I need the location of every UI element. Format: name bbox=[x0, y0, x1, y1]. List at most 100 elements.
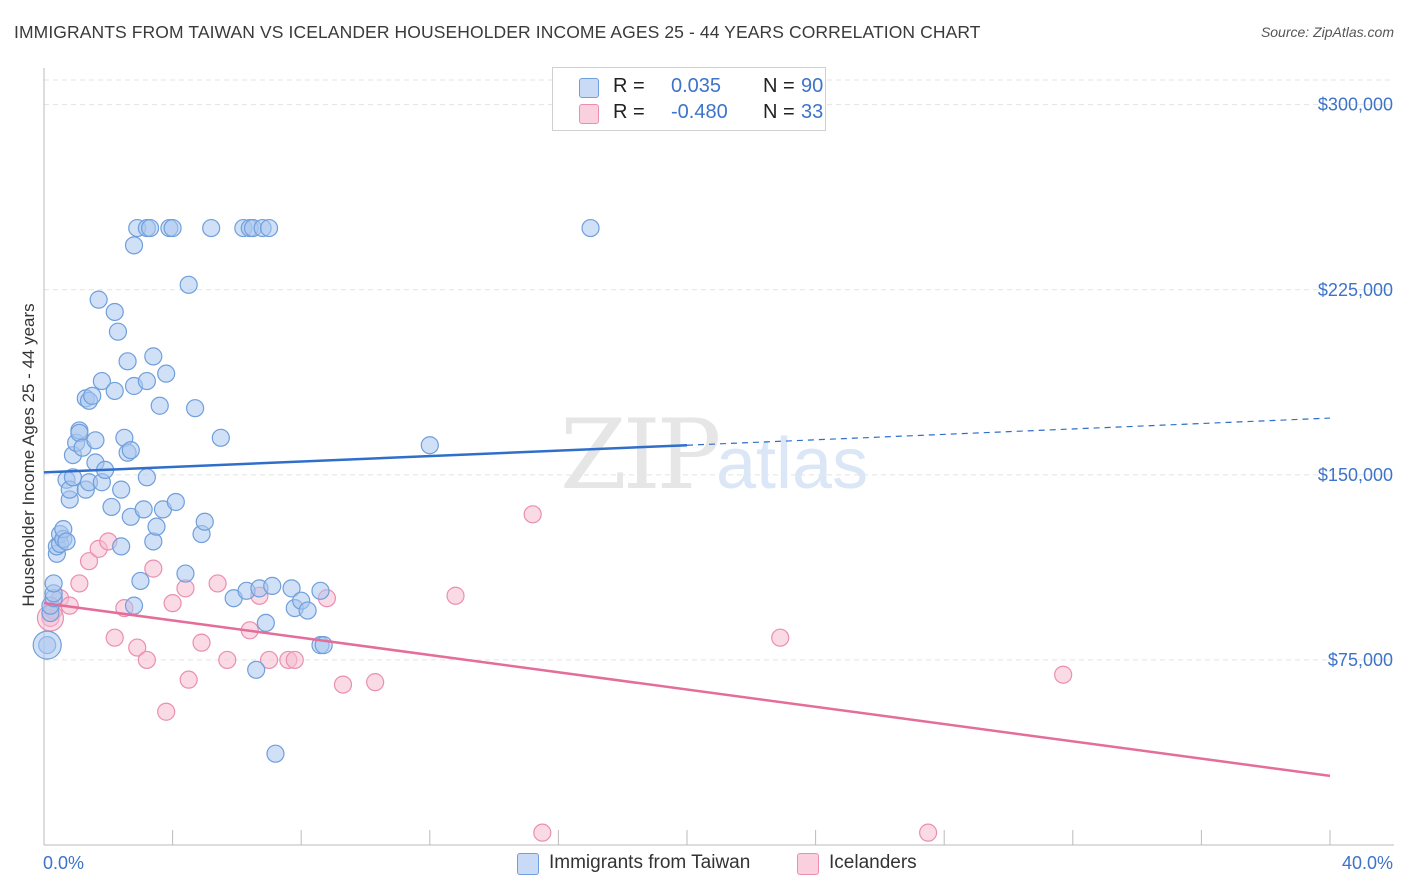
taiwan-point-large bbox=[32, 630, 62, 660]
series-legend: Immigrants from Taiwan Icelanders bbox=[0, 852, 1406, 878]
taiwan-point bbox=[166, 492, 185, 512]
icelanders-point bbox=[771, 628, 790, 647]
taiwan-point bbox=[44, 574, 63, 593]
taiwan-point bbox=[137, 468, 156, 487]
y-tick-label: $75,000 bbox=[1328, 650, 1393, 670]
source-label: Source: ZipAtlas.com bbox=[1260, 24, 1394, 40]
taiwan-point bbox=[298, 601, 317, 620]
taiwan-point bbox=[144, 532, 163, 551]
taiwan-point bbox=[186, 399, 205, 418]
taiwan-point bbox=[124, 596, 144, 615]
legend-label-taiwan: Immigrants from Taiwan bbox=[549, 852, 751, 873]
icelanders-points bbox=[36, 505, 1073, 842]
taiwan-point bbox=[195, 512, 214, 531]
legend-swatch-pink bbox=[579, 104, 599, 124]
icelanders-point bbox=[208, 574, 227, 593]
icelanders-point bbox=[333, 675, 353, 694]
taiwan-point bbox=[157, 364, 176, 383]
taiwan-point bbox=[89, 290, 108, 309]
icelanders-point bbox=[366, 673, 385, 692]
taiwan-point bbox=[311, 581, 330, 600]
icelanders-point bbox=[919, 823, 938, 842]
taiwan-point bbox=[131, 571, 150, 591]
taiwan-point bbox=[144, 347, 163, 366]
watermark: ZIP atlas bbox=[560, 399, 868, 511]
taiwan-point bbox=[134, 500, 153, 519]
taiwan-point bbox=[163, 218, 182, 238]
taiwan-point bbox=[420, 436, 439, 455]
taiwan-point bbox=[118, 352, 137, 371]
taiwan-point bbox=[102, 497, 121, 517]
icelanders-point bbox=[128, 638, 147, 657]
taiwan-point bbox=[176, 564, 195, 583]
legend-r-value: -0.480 bbox=[671, 101, 728, 123]
legend-swatch-blue bbox=[579, 78, 599, 98]
x-tick-label-max: 40.0% bbox=[1342, 853, 1393, 873]
legend-n-label: N = bbox=[763, 101, 795, 123]
taiwan-point bbox=[112, 480, 131, 499]
icelanders-point bbox=[192, 633, 211, 652]
icelanders-point bbox=[163, 594, 182, 613]
taiwan-point bbox=[211, 428, 230, 447]
taiwan-point bbox=[263, 576, 282, 595]
taiwan-trend-line bbox=[43, 443, 688, 474]
icelanders-point bbox=[218, 650, 237, 670]
taiwan-point bbox=[112, 537, 131, 556]
taiwan-point bbox=[247, 660, 266, 679]
taiwan-point bbox=[70, 423, 89, 442]
legend-r-label: R = bbox=[613, 75, 645, 97]
icelanders-point bbox=[144, 559, 163, 578]
icelanders-trend-line bbox=[43, 601, 1331, 778]
x-tick-label-min: 0.0% bbox=[43, 853, 84, 873]
taiwan-point bbox=[256, 613, 275, 633]
icelanders-point bbox=[157, 702, 176, 721]
watermark-atlas: atlas bbox=[716, 424, 868, 504]
legend-label-icelanders: Icelanders bbox=[829, 852, 917, 873]
icelanders-point bbox=[1054, 665, 1073, 684]
grid-lines bbox=[44, 79, 1394, 661]
taiwan-point bbox=[124, 236, 144, 255]
taiwan-point bbox=[137, 371, 156, 391]
icelanders-point bbox=[533, 823, 552, 842]
legend-n-value: 33 bbox=[801, 101, 824, 123]
icelanders-point bbox=[179, 670, 198, 689]
taiwan-point bbox=[202, 218, 221, 238]
taiwan-point bbox=[581, 218, 600, 238]
y-tick-label: $300,000 bbox=[1318, 95, 1393, 115]
taiwan-point bbox=[282, 579, 301, 598]
icelanders-point bbox=[446, 586, 465, 605]
legend-n-value: 90 bbox=[801, 75, 824, 97]
axes bbox=[43, 68, 1394, 846]
taiwan-point bbox=[57, 532, 76, 551]
taiwan-point bbox=[121, 441, 140, 460]
taiwan-point bbox=[108, 322, 128, 341]
y-tick-label: $225,000 bbox=[1318, 280, 1393, 300]
taiwan-point bbox=[259, 218, 279, 238]
y-tick-labels: $75,000 $150,000 $225,000 $300,000 bbox=[1318, 95, 1393, 670]
y-tick-label: $150,000 bbox=[1318, 465, 1393, 485]
taiwan-point bbox=[140, 218, 160, 238]
icelanders-point bbox=[285, 650, 304, 670]
taiwan-points bbox=[32, 218, 600, 763]
taiwan-point bbox=[147, 517, 166, 536]
icelanders-point bbox=[259, 650, 279, 670]
taiwan-point bbox=[86, 431, 105, 450]
taiwan-point bbox=[150, 396, 169, 415]
x-tick-labels: 0.0% 40.0% bbox=[43, 853, 1393, 873]
taiwan-point bbox=[179, 275, 198, 294]
icelanders-point bbox=[79, 552, 99, 571]
taiwan-trend-extension bbox=[686, 417, 1331, 446]
legend-r-label: R = bbox=[613, 101, 645, 123]
watermark-zip: ZIP bbox=[560, 399, 719, 511]
icelanders-point bbox=[137, 650, 156, 670]
y-axis-label: Householder Income Ages 25 - 44 years bbox=[19, 303, 38, 606]
taiwan-point bbox=[83, 386, 102, 405]
chart-title: IMMIGRANTS FROM TAIWAN VS ICELANDER HOUS… bbox=[14, 22, 981, 42]
correlation-legend: R = 0.035 N = 90 R = -0.480 N = 33 bbox=[552, 67, 826, 131]
icelanders-point bbox=[70, 574, 89, 593]
legend-swatch-pink bbox=[797, 853, 819, 875]
legend-swatch-blue bbox=[517, 853, 539, 875]
taiwan-point bbox=[105, 381, 124, 401]
taiwan-point bbox=[266, 744, 285, 763]
